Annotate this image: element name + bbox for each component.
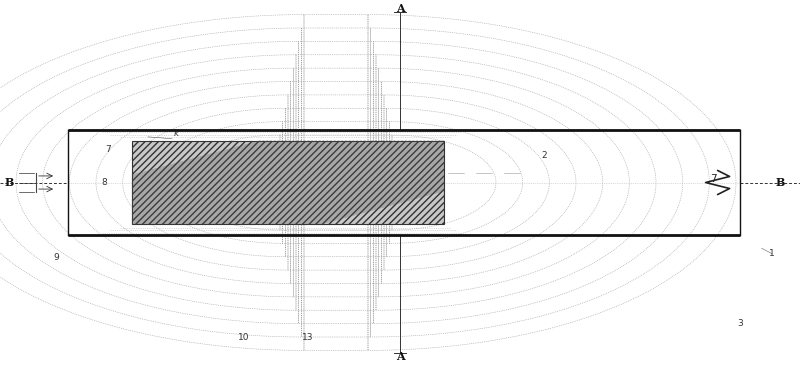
Text: 3: 3 xyxy=(737,319,743,327)
Polygon shape xyxy=(132,141,444,224)
Text: B: B xyxy=(775,177,785,188)
Text: 7: 7 xyxy=(710,174,717,184)
Text: A: A xyxy=(396,3,404,14)
Text: 10: 10 xyxy=(238,333,250,342)
Text: 13: 13 xyxy=(302,333,314,342)
Text: A: A xyxy=(396,351,404,362)
Text: 9: 9 xyxy=(53,253,59,262)
Text: k: k xyxy=(174,129,178,138)
Text: B: B xyxy=(5,177,14,188)
Text: 1: 1 xyxy=(237,156,243,165)
Text: 8: 8 xyxy=(101,178,107,187)
Text: 7: 7 xyxy=(105,145,111,154)
Text: 1: 1 xyxy=(769,249,775,258)
Text: 2: 2 xyxy=(541,151,547,160)
